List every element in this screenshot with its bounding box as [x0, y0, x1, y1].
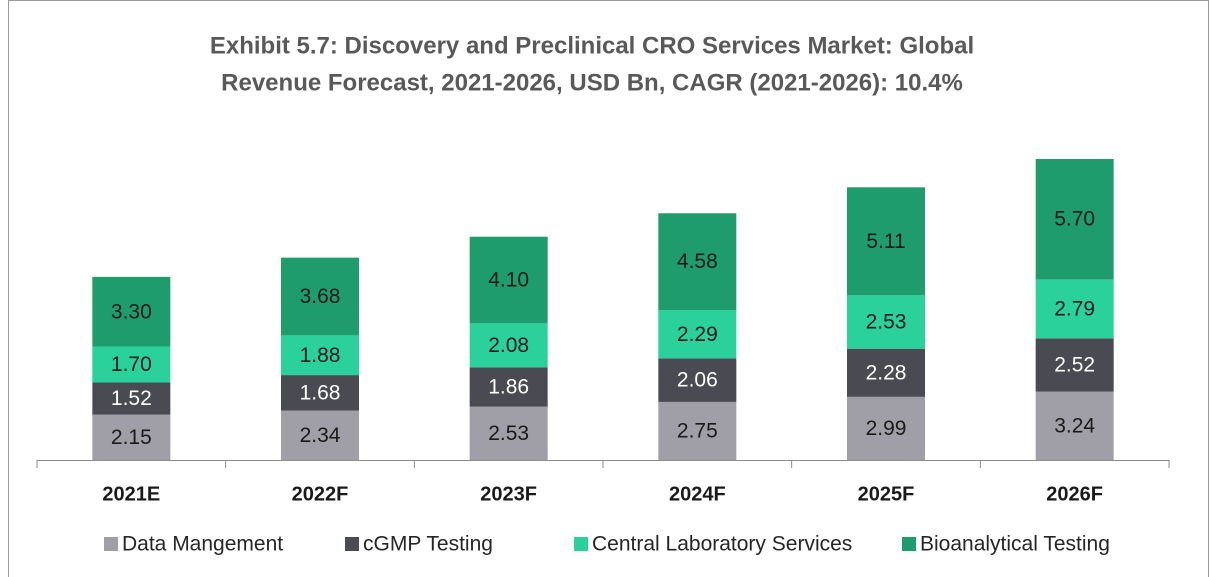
- chart-title: Exhibit 5.7: Discovery and Preclinical C…: [210, 32, 974, 59]
- data-label: 2.99: [866, 417, 907, 440]
- bar-segment: [92, 414, 171, 460]
- data-label: 4.10: [488, 269, 529, 292]
- bar-segment: [469, 367, 548, 407]
- data-label: 1.70: [111, 353, 152, 376]
- bar-segment: [469, 406, 548, 460]
- bar-segment: [92, 382, 171, 415]
- data-label: 1.88: [300, 344, 341, 367]
- data-label: 2.06: [677, 369, 718, 392]
- data-label: 2.52: [1054, 353, 1095, 376]
- x-tick-label: 2025F: [858, 483, 915, 505]
- x-tick-label: 2024F: [669, 483, 726, 505]
- data-label: 5.11: [866, 230, 905, 253]
- legend-swatch: [345, 537, 359, 551]
- bar-segment: [847, 348, 925, 397]
- data-label: 4.58: [677, 250, 718, 273]
- bar-segment: [281, 410, 359, 460]
- bar-segment: [1035, 159, 1114, 280]
- data-label: 2.15: [111, 426, 152, 449]
- bar-segment: [658, 310, 737, 359]
- data-label: 1.52: [111, 387, 152, 410]
- data-label: 2.29: [677, 323, 718, 346]
- bar-segment: [281, 375, 359, 411]
- bar-segment: [469, 323, 548, 368]
- bar-segment: [1035, 391, 1114, 460]
- bar-segment: [281, 335, 359, 376]
- legend-swatch: [104, 537, 118, 551]
- data-label: 1.86: [488, 375, 529, 398]
- data-label: 2.75: [677, 420, 718, 443]
- bar-segment: [1035, 338, 1114, 392]
- data-label: 3.30: [111, 300, 152, 323]
- bar-segment: [847, 187, 925, 296]
- data-label: 2.34: [300, 424, 341, 447]
- x-tick-label: 2023F: [480, 483, 537, 505]
- x-tick-label: 2021E: [102, 483, 160, 505]
- data-label: 3.24: [1054, 414, 1095, 437]
- data-label: 2.79: [1054, 297, 1095, 320]
- x-tick-label: 2022F: [292, 483, 349, 505]
- chart-border: [8, 0, 1209, 577]
- chart-title: Revenue Forecast, 2021-2026, USD Bn, CAG…: [221, 69, 963, 96]
- bar-segment: [92, 276, 171, 347]
- data-label: 2.08: [488, 334, 529, 357]
- bar-segment: [847, 396, 925, 460]
- bar-segment: [281, 257, 359, 336]
- bar-segment: [658, 213, 737, 311]
- legend-label: Data Mangement: [122, 533, 283, 556]
- data-label: 2.53: [488, 422, 529, 445]
- bar-segment: [1035, 279, 1114, 339]
- bar-segment: [847, 295, 925, 349]
- bar-segment: [469, 236, 548, 324]
- data-label: 3.68: [300, 285, 341, 308]
- legend-swatch: [902, 537, 916, 551]
- data-label: 2.53: [866, 311, 907, 334]
- legend-label: cGMP Testing: [363, 533, 493, 556]
- bar-segment: [658, 401, 737, 460]
- bar-segment: [658, 358, 737, 402]
- legend-label: Bioanalytical Testing: [920, 533, 1110, 556]
- x-tick-label: 2026F: [1046, 483, 1103, 505]
- legend-swatch: [574, 537, 588, 551]
- legend-label: Central Laboratory Services: [592, 533, 852, 556]
- data-label: 2.28: [866, 361, 907, 384]
- bar-segment: [92, 346, 171, 383]
- data-label: 1.68: [300, 381, 341, 404]
- data-label: 5.70: [1054, 208, 1095, 231]
